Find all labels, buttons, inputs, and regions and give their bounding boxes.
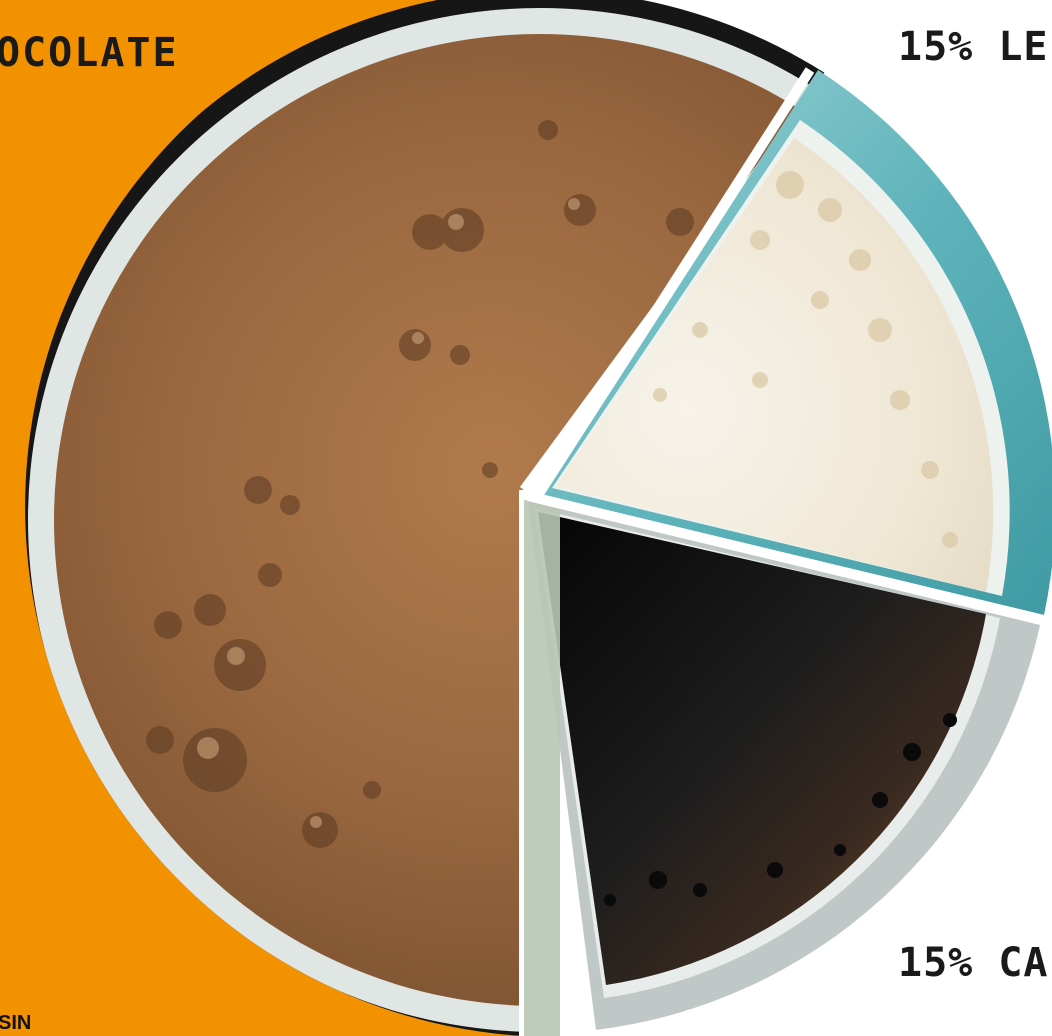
label-milk: 15% LE xyxy=(898,24,1049,70)
label-coffee: 15% CA xyxy=(898,940,1049,986)
label-chocolate: OCOLATE xyxy=(0,30,179,76)
slice-separator xyxy=(526,491,1052,627)
corner-text: SIN xyxy=(0,1012,32,1034)
milk-slice xyxy=(544,70,1052,615)
foam-strip xyxy=(524,500,560,1036)
coffee-slice xyxy=(528,500,1040,1030)
slice-separator xyxy=(535,67,815,495)
